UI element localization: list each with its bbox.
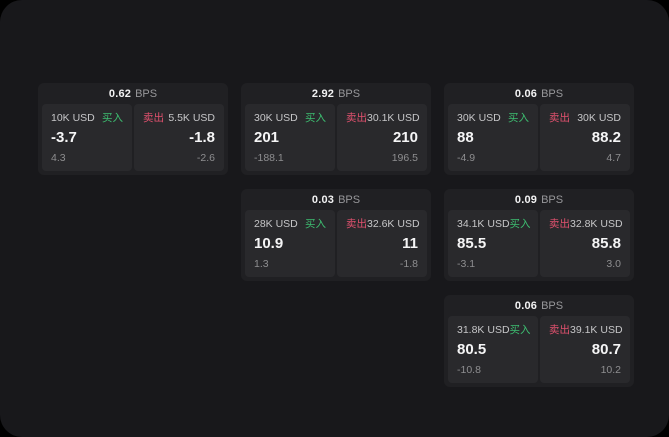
sell-sub-value: 196.5 bbox=[391, 152, 418, 164]
sell-side-label: 卖出 bbox=[549, 324, 570, 336]
bps-value: 0.62 bbox=[108, 87, 132, 100]
buy-sell-panels: 34.1K USD 买入 85.5 -3.1 卖出 32.8K USD 85.8… bbox=[448, 210, 630, 277]
sell-price: 11 bbox=[402, 235, 418, 252]
buy-price: 80.5 bbox=[457, 341, 487, 358]
buy-amount: 31.8K USD bbox=[457, 324, 510, 336]
buy-sell-panels: 30K USD 买入 88 -4.9 卖出 30K USD 88.2 4.7 bbox=[448, 104, 630, 171]
buy-amount: 28K USD bbox=[254, 218, 298, 230]
buy-sell-panels: 10K USD 买入 -3.7 4.3 卖出 5.5K USD -1.8 -2.… bbox=[42, 104, 224, 171]
buy-side-label: 买入 bbox=[305, 112, 326, 124]
sell-quote-panel[interactable]: 卖出 30.1K USD 210 196.5 bbox=[337, 104, 427, 171]
buy-price: 201 bbox=[254, 129, 280, 146]
buy-side-label: 买入 bbox=[509, 218, 531, 230]
buy-sell-panels: 30K USD 买入 201 -188.1 卖出 30.1K USD 210 1… bbox=[245, 104, 427, 171]
buy-quote-panel[interactable]: 28K USD 买入 10.9 1.3 bbox=[245, 210, 335, 277]
sell-price: 80.7 bbox=[591, 341, 621, 358]
bps-unit: BPS bbox=[541, 299, 564, 312]
buy-amount: 10K USD bbox=[51, 112, 95, 124]
buy-price: 85.5 bbox=[457, 235, 487, 252]
buy-side-label: 买入 bbox=[305, 218, 326, 230]
bps-header: 0.03 BPS bbox=[245, 189, 427, 210]
buy-sub-value: -3.1 bbox=[457, 258, 476, 270]
sell-side-label: 卖出 bbox=[549, 112, 570, 124]
sell-price: 210 bbox=[392, 129, 418, 146]
sell-sub-value: 3.0 bbox=[606, 258, 621, 270]
sell-price: -1.8 bbox=[189, 129, 215, 146]
sell-side-label: 卖出 bbox=[143, 112, 164, 124]
sell-sub-value: -2.6 bbox=[196, 152, 215, 164]
buy-sell-panels: 31.8K USD 买入 80.5 -10.8 卖出 39.1K USD 80.… bbox=[448, 316, 630, 383]
buy-sub-value: -10.8 bbox=[457, 364, 481, 376]
sell-amount: 39.1K USD bbox=[570, 324, 623, 336]
bps-header: 2.92 BPS bbox=[245, 83, 427, 104]
bps-value: 0.06 bbox=[514, 87, 538, 100]
sell-quote-panel[interactable]: 卖出 5.5K USD -1.8 -2.6 bbox=[134, 104, 224, 171]
buy-quote-panel[interactable]: 34.1K USD 买入 85.5 -3.1 bbox=[448, 210, 538, 277]
buy-quote-panel[interactable]: 10K USD 买入 -3.7 4.3 bbox=[42, 104, 132, 171]
quote-card-4: 0.03 BPS 28K USD 买入 10.9 1.3 卖出 32.6K US… bbox=[241, 189, 431, 281]
buy-side-label: 买入 bbox=[509, 324, 531, 336]
buy-quote-panel[interactable]: 30K USD 买入 88 -4.9 bbox=[448, 104, 538, 171]
buy-side-label: 买入 bbox=[102, 112, 123, 124]
quote-card-2: 2.92 BPS 30K USD 买入 201 -188.1 卖出 30.1K … bbox=[241, 83, 431, 175]
buy-sell-panels: 28K USD 买入 10.9 1.3 卖出 32.6K USD 11 -1.8 bbox=[245, 210, 427, 277]
buy-price: 10.9 bbox=[254, 235, 284, 252]
buy-sub-value: -188.1 bbox=[254, 152, 284, 164]
sell-side-label: 卖出 bbox=[346, 112, 367, 124]
sell-side-label: 卖出 bbox=[346, 218, 367, 230]
buy-sub-value: 1.3 bbox=[254, 258, 269, 270]
bps-value: 0.06 bbox=[514, 299, 538, 312]
buy-side-label: 买入 bbox=[508, 112, 529, 124]
bps-header: 0.62 BPS bbox=[42, 83, 224, 104]
sell-sub-value: 10.2 bbox=[600, 364, 621, 376]
quote-card-grid: 0.62 BPS 10K USD 买入 -3.7 4.3 卖出 5.5K USD bbox=[38, 83, 634, 387]
buy-price: 88 bbox=[457, 129, 474, 146]
bps-value: 2.92 bbox=[311, 87, 335, 100]
buy-quote-panel[interactable]: 31.8K USD 买入 80.5 -10.8 bbox=[448, 316, 538, 383]
sell-quote-panel[interactable]: 卖出 32.8K USD 85.8 3.0 bbox=[540, 210, 630, 277]
bps-unit: BPS bbox=[541, 193, 564, 206]
quote-card-5: 0.09 BPS 34.1K USD 买入 85.5 -3.1 卖出 32.8K… bbox=[444, 189, 634, 281]
quote-card-1: 0.62 BPS 10K USD 买入 -3.7 4.3 卖出 5.5K USD bbox=[38, 83, 228, 175]
bps-header: 0.09 BPS bbox=[448, 189, 630, 210]
buy-amount: 30K USD bbox=[457, 112, 501, 124]
bps-value: 0.03 bbox=[311, 193, 335, 206]
sell-sub-value: 4.7 bbox=[606, 152, 621, 164]
buy-price: -3.7 bbox=[51, 129, 77, 146]
bps-unit: BPS bbox=[135, 87, 158, 100]
sell-amount: 32.8K USD bbox=[570, 218, 623, 230]
sell-quote-panel[interactable]: 卖出 30K USD 88.2 4.7 bbox=[540, 104, 630, 171]
buy-quote-panel[interactable]: 30K USD 买入 201 -188.1 bbox=[245, 104, 335, 171]
sell-sub-value: -1.8 bbox=[399, 258, 418, 270]
bps-header: 0.06 BPS bbox=[448, 295, 630, 316]
bps-unit: BPS bbox=[541, 87, 564, 100]
quote-card-3: 0.06 BPS 30K USD 买入 88 -4.9 卖出 30K USD bbox=[444, 83, 634, 175]
sell-amount: 5.5K USD bbox=[168, 112, 215, 124]
buy-sub-value: -4.9 bbox=[457, 152, 476, 164]
sell-amount: 30K USD bbox=[577, 112, 621, 124]
bps-unit: BPS bbox=[338, 87, 361, 100]
bps-header: 0.06 BPS bbox=[448, 83, 630, 104]
sell-quote-panel[interactable]: 卖出 32.6K USD 11 -1.8 bbox=[337, 210, 427, 277]
sell-price: 88.2 bbox=[591, 129, 621, 146]
sell-side-label: 卖出 bbox=[549, 218, 570, 230]
bps-unit: BPS bbox=[338, 193, 361, 206]
buy-amount: 34.1K USD bbox=[457, 218, 510, 230]
sell-quote-panel[interactable]: 卖出 39.1K USD 80.7 10.2 bbox=[540, 316, 630, 383]
sell-price: 85.8 bbox=[591, 235, 621, 252]
bps-value: 0.09 bbox=[514, 193, 538, 206]
buy-sub-value: 4.3 bbox=[51, 152, 66, 164]
sell-amount: 30.1K USD bbox=[367, 112, 420, 124]
quote-card-6: 0.06 BPS 31.8K USD 买入 80.5 -10.8 卖出 39.1… bbox=[444, 295, 634, 387]
sell-amount: 32.6K USD bbox=[367, 218, 420, 230]
buy-amount: 30K USD bbox=[254, 112, 298, 124]
